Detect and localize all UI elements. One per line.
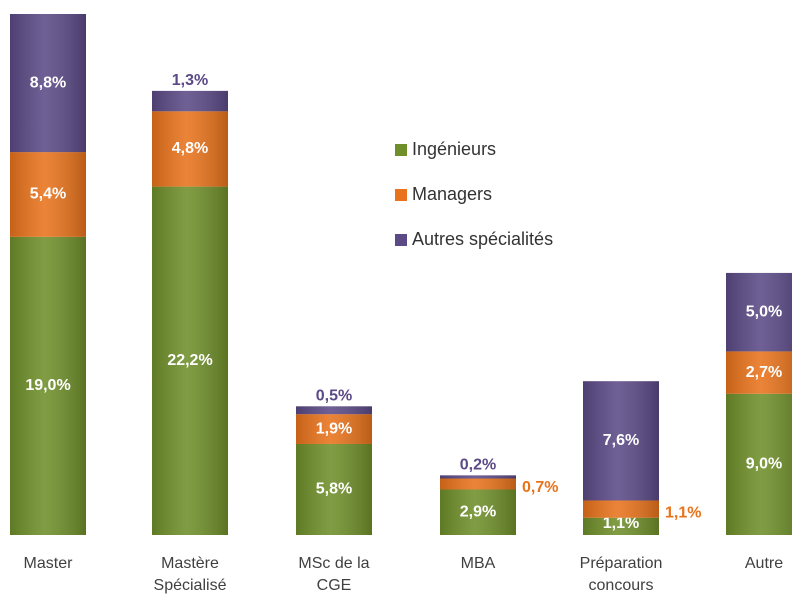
bar-shade	[152, 111, 228, 187]
data-label: 5,8%	[316, 481, 352, 498]
data-label: 22,2%	[167, 352, 212, 369]
legend-label: Ingénieurs	[412, 139, 496, 159]
bar-shade	[152, 186, 228, 535]
data-label: 2,9%	[460, 503, 496, 520]
x-tick-label: Master	[23, 555, 73, 572]
bar-shade	[152, 90, 228, 112]
bar-shade	[10, 152, 86, 237]
data-label: 1,1%	[665, 504, 701, 521]
bar-shade	[296, 443, 372, 535]
bar-shade	[440, 478, 516, 490]
x-tick-label: MSc de la CGE	[298, 555, 370, 594]
bar-shade	[726, 351, 792, 394]
bar-shade	[296, 414, 372, 444]
x-tick-label: Préparation concours	[579, 555, 663, 594]
bar-shade	[10, 14, 86, 153]
data-label: 8,8%	[30, 74, 66, 91]
bar-shade	[583, 500, 659, 518]
legend-label: Autres spécialités	[412, 229, 553, 249]
data-label: 1,1%	[603, 515, 639, 532]
legend-swatch	[395, 234, 407, 246]
bar-shade	[583, 381, 659, 501]
bar-shade	[583, 517, 659, 535]
bar-shade	[726, 393, 792, 535]
x-tick-label: Autre	[744, 555, 784, 572]
bar-shade	[440, 475, 516, 479]
data-label: 9,0%	[746, 456, 782, 473]
data-label: 5,0%	[746, 303, 782, 320]
data-label: 19,0%	[25, 377, 70, 394]
x-tick-label: MBA	[460, 555, 496, 572]
data-label: 0,7%	[522, 479, 558, 496]
legend-label: Managers	[412, 184, 492, 204]
bar-shade	[296, 406, 372, 415]
data-label: 2,7%	[746, 364, 782, 381]
bar-shade	[726, 272, 792, 352]
data-label: 1,9%	[316, 420, 352, 437]
data-label: 5,4%	[30, 186, 66, 203]
legend-swatch	[395, 189, 407, 201]
bar-shade	[440, 489, 516, 535]
data-label: 7,6%	[603, 432, 639, 449]
x-tick-label: Mastère Spécialisé	[153, 555, 227, 594]
data-label: 1,3%	[172, 72, 208, 89]
bar-shade	[10, 236, 86, 536]
data-label: 0,2%	[460, 457, 496, 474]
data-label: 4,8%	[172, 140, 208, 157]
legend-swatch	[395, 144, 407, 156]
data-label: 0,5%	[316, 388, 352, 405]
